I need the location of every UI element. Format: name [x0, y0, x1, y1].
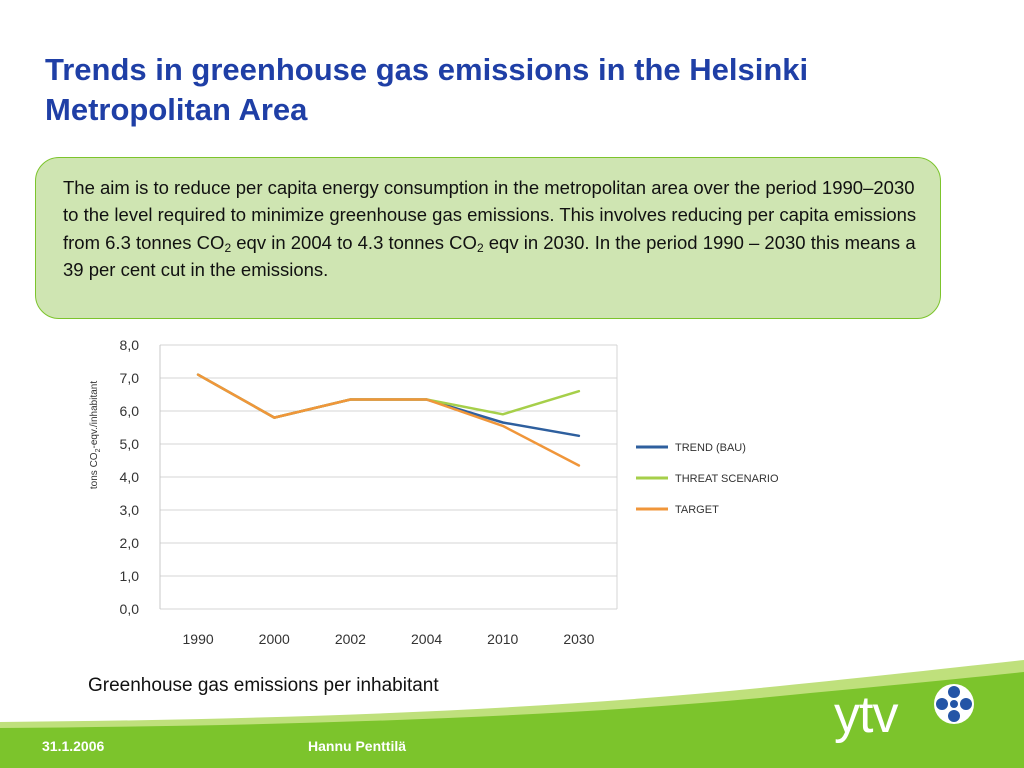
x-tick-label: 1990 — [183, 631, 214, 647]
x-tick-label: 2010 — [487, 631, 518, 647]
y-tick-label: 2,0 — [120, 535, 140, 551]
callout-box: The aim is to reduce per capita energy c… — [35, 157, 941, 319]
callout-text-part-1: The aim is to reduce per capita energy c… — [63, 177, 917, 253]
data-point-trend-bau — [501, 421, 504, 424]
ytv-logo-icon — [934, 684, 974, 724]
y-tick-label: 6,0 — [120, 403, 140, 419]
data-point-target — [349, 398, 352, 401]
data-point-target — [425, 398, 428, 401]
data-point-target — [578, 464, 580, 467]
callout-text-part-3: eqv in 2030. In the period 1990 – 2030 t… — [63, 231, 916, 281]
y-tick-label: 5,0 — [120, 436, 140, 452]
ytv-logo-text: ytv — [834, 686, 898, 744]
chart-legend: TREND (BAU) THREAT SCENARIO TARGET — [636, 442, 779, 516]
y-axis-title-part-1: tons CO — [89, 452, 100, 489]
series-line-target — [196, 373, 581, 467]
data-point-trend-bau — [578, 434, 580, 437]
slide-title: Trends in greenhouse gas emissions in th… — [45, 50, 985, 130]
callout-text: The aim is to reduce per capita energy c… — [63, 174, 923, 284]
footer-author: Hannu Penttilä — [308, 738, 407, 754]
y-tick-label: 3,0 — [120, 502, 140, 518]
y-tick-label: 1,0 — [120, 568, 140, 584]
y-tick-label: 7,0 — [120, 370, 140, 386]
emissions-line-chart: 0,0 1,0 2,0 3,0 4,0 5,0 6,0 7,0 8,0 1990 2000 2002 2… — [89, 337, 779, 647]
chart-series — [196, 373, 581, 467]
x-tick-label: 2002 — [335, 631, 366, 647]
legend-label-target: TARGET — [675, 504, 719, 516]
legend-label-trend-bau: TREND (BAU) — [675, 442, 746, 454]
data-point-threat-scenario — [501, 413, 504, 416]
slide-title-line-2: Metropolitan Area — [45, 92, 308, 127]
callout-subscript-2: 2 — [476, 240, 484, 255]
chart-axes: 0,0 1,0 2,0 3,0 4,0 5,0 6,0 7,0 8,0 1990 2000 2002 2… — [120, 337, 618, 647]
data-point-threat-scenario — [578, 390, 580, 393]
y-tick-label: 4,0 — [120, 469, 140, 485]
footer-date: 31.1.2006 — [42, 738, 105, 754]
grid-lines — [160, 344, 617, 610]
data-point-target — [501, 425, 504, 427]
y-axis-title: tons CO2-eqv./inhabitant — [89, 381, 102, 489]
x-tick-label: 2004 — [411, 631, 442, 647]
y-tick-label: 0,0 — [120, 601, 140, 617]
y-axis-title-part-2: -eqv./inhabitant — [89, 381, 100, 449]
slide-title-line-1: Trends in greenhouse gas emissions in th… — [45, 52, 809, 87]
x-tick-label: 2030 — [563, 631, 594, 647]
data-point-target — [197, 373, 199, 376]
legend-label-threat-scenario: THREAT SCENARIO — [675, 473, 779, 485]
data-point-target — [273, 416, 276, 419]
callout-subscript-1: 2 — [224, 240, 232, 255]
callout-text-part-2: eqv in 2004 to 4.3 tonnes CO — [231, 231, 477, 253]
chart-caption: Greenhouse gas emissions per inhabitant — [88, 675, 439, 696]
y-axis-title-subscript: 2 — [95, 448, 102, 452]
x-tick-label: 2000 — [259, 631, 290, 647]
y-tick-label: 8,0 — [120, 337, 140, 353]
